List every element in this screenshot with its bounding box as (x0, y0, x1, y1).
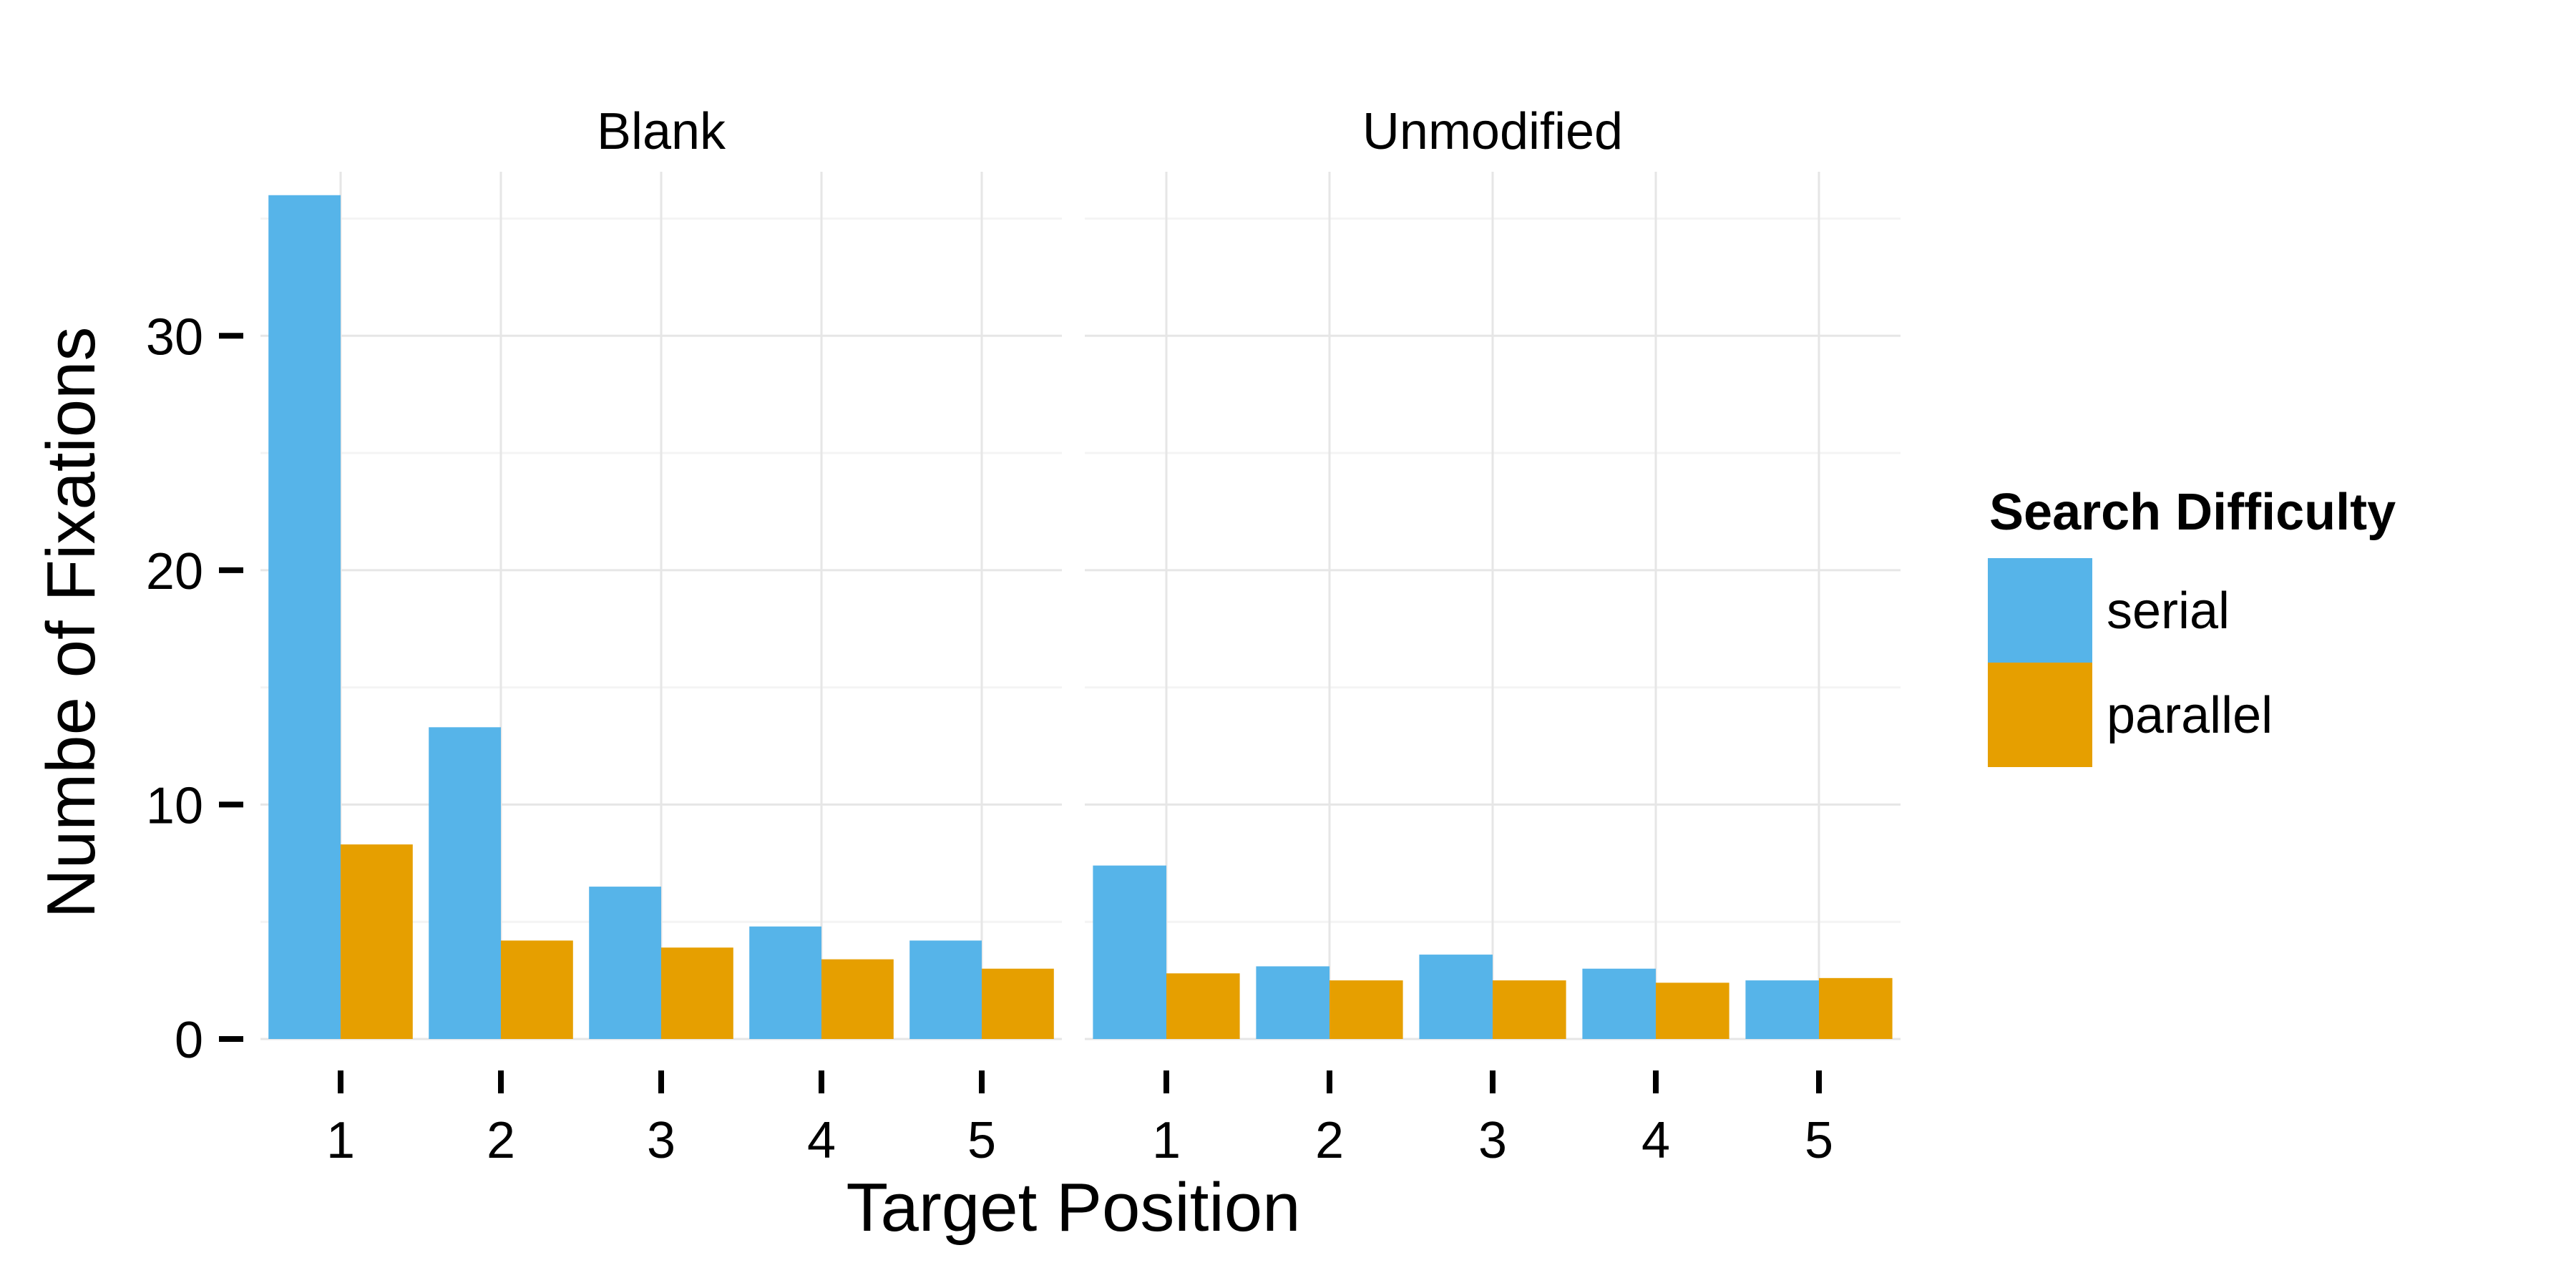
bar-unmodified-serial-4 (1582, 968, 1656, 1039)
x-axis-title: Target Position (846, 1169, 1300, 1246)
bar-unmodified-parallel-5 (1819, 977, 1893, 1039)
x-tick-label: 3 (647, 1112, 675, 1169)
x-tick-label: 5 (1805, 1112, 1833, 1169)
y-tick-label: 20 (146, 543, 203, 600)
x-tick-label: 1 (1152, 1112, 1181, 1169)
bar-blank-serial-3 (589, 887, 661, 1039)
legend: Search Difficulty serial parallel (1988, 484, 2396, 767)
bar-unmodified-serial-2 (1256, 966, 1330, 1039)
bar-unmodified-serial-3 (1419, 955, 1493, 1039)
panel-title-unmodified: Unmodified (1362, 103, 1623, 160)
y-tick-label: 30 (146, 308, 203, 366)
legend-label-parallel: parallel (2107, 687, 2273, 744)
panel-blank: Blank (260, 103, 1062, 1040)
panel-unmodified: Unmodified (1085, 103, 1901, 1040)
y-tick-label: 10 (146, 777, 203, 834)
y-axis-title: Numbe of Fixations (33, 326, 109, 918)
bar-unmodified-serial-5 (1745, 980, 1819, 1039)
bar-unmodified-parallel-3 (1493, 980, 1566, 1039)
legend-key-parallel (1988, 663, 2092, 767)
bar-unmodified-serial-1 (1093, 865, 1166, 1039)
x-tick-label: 2 (1315, 1112, 1344, 1169)
x-tick-label: 1 (326, 1112, 355, 1169)
legend-label-serial: serial (2107, 582, 2230, 640)
bar-unmodified-parallel-1 (1166, 973, 1240, 1039)
y-tick-label: 0 (175, 1012, 203, 1069)
x-tick-label: 3 (1478, 1112, 1507, 1169)
bar-blank-serial-4 (749, 926, 821, 1039)
bar-blank-serial-1 (268, 195, 341, 1040)
bar-unmodified-parallel-2 (1330, 980, 1403, 1039)
panel-title-blank: Blank (597, 103, 726, 160)
bar-blank-serial-5 (909, 940, 982, 1039)
y-axis: 0 10 20 30 (146, 308, 243, 1069)
x-tick-label: 4 (1641, 1112, 1670, 1169)
bar-blank-parallel-5 (982, 968, 1054, 1039)
bar-unmodified-parallel-4 (1656, 982, 1729, 1039)
bar-blank-parallel-2 (501, 940, 573, 1039)
panels-layer: Blank Unmodified (260, 103, 1901, 1040)
legend-key-serial (1988, 558, 2092, 663)
x-tick-label: 2 (487, 1112, 515, 1169)
x-tick-label: 5 (967, 1112, 996, 1169)
bar-blank-parallel-4 (821, 959, 894, 1039)
x-tick-label: 4 (807, 1112, 836, 1169)
legend-title: Search Difficulty (1989, 484, 2396, 541)
bar-blank-parallel-1 (341, 844, 413, 1039)
x-axis: 1 2 3 4 5 1 2 3 4 5 (326, 1070, 1833, 1169)
bar-blank-serial-2 (429, 727, 501, 1039)
bar-blank-parallel-3 (661, 947, 733, 1039)
